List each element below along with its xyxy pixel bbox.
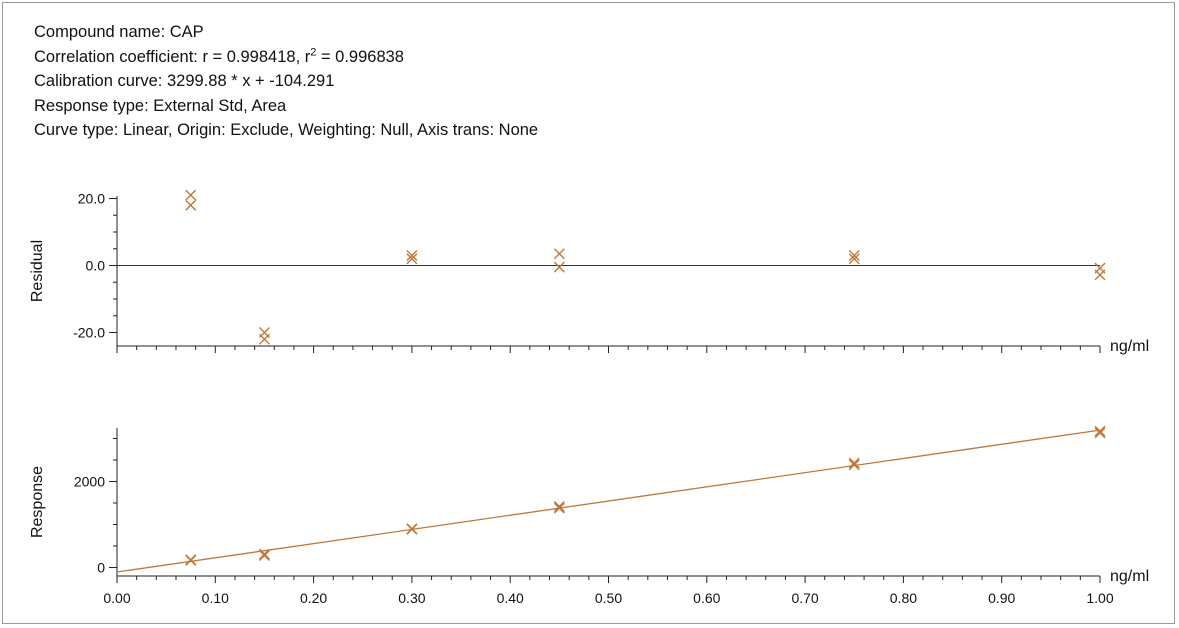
data-point: [553, 500, 565, 512]
marker-stroke: [553, 502, 565, 514]
marker-stroke: [848, 459, 860, 471]
x-tick-label: 1.00: [1086, 590, 1113, 606]
marker-stroke: [406, 249, 418, 261]
marker-stroke: [406, 253, 418, 265]
data-point: [848, 459, 860, 471]
y-tick-label: 0: [97, 560, 105, 576]
marker-stroke: [553, 248, 565, 260]
data-point: [1094, 427, 1106, 439]
marker-stroke: [848, 249, 860, 261]
calibration-curve: Calibration curve: 3299.88 * x + -104.29…: [34, 72, 335, 90]
data-point: [406, 253, 418, 265]
response-type: Response type: External Std, Area: [34, 96, 287, 115]
data-point: [1094, 425, 1106, 437]
y-tick-label: 20.0: [78, 191, 105, 207]
data-point: [185, 199, 197, 211]
data-point: [553, 248, 565, 260]
marker-stroke: [553, 500, 565, 512]
data-point: [258, 333, 270, 345]
curve-type: Curve type: Linear, Origin: Exclude, Wei…: [34, 121, 539, 139]
data-point: [406, 249, 418, 261]
calibration-info: Compound name: CAP Correlation coefficie…: [34, 20, 538, 143]
data-point: [848, 253, 860, 265]
marker-stroke: [1094, 269, 1106, 281]
data-point: [406, 523, 418, 535]
x-tick-label: 0.60: [693, 590, 720, 606]
correlation-suffix: = 0.996838: [316, 47, 404, 66]
marker-stroke: [848, 457, 860, 469]
y-tick-label: 2000: [74, 474, 105, 490]
calibration-fit-line: [116, 429, 1101, 573]
marker-stroke: [258, 549, 270, 561]
y-axis-title: Response: [29, 466, 46, 538]
x-tick-label: 0.90: [988, 590, 1015, 606]
marker-stroke: [406, 523, 418, 535]
marker-stroke: [258, 333, 270, 345]
x-axis-unit: ng/ml: [1110, 338, 1149, 355]
x-tick-label: 0.50: [595, 590, 622, 606]
data-point: [185, 554, 197, 566]
y-axis-title: Residual: [29, 240, 46, 302]
correlation-superscript: 2: [310, 46, 317, 58]
data-point: [258, 548, 270, 560]
correlation-coefficient: Correlation coefficient: r = 0.998418, r…: [34, 45, 538, 70]
x-tick-label: 0.00: [103, 590, 130, 606]
marker-stroke: [185, 189, 197, 201]
x-tick-label: 0.10: [202, 590, 229, 606]
correlation-prefix: Correlation coefficient: r = 0.998418, r: [34, 47, 311, 66]
marker-stroke: [258, 548, 270, 560]
data-point: [848, 457, 860, 469]
data-point: [848, 249, 860, 261]
data-point: [1094, 269, 1106, 281]
x-axis-unit: ng/ml: [1110, 568, 1149, 585]
residual-plot: 20.0 0.0 -20.0 Residual ng/ml: [29, 189, 1149, 355]
compound-name: Compound name: CAP: [34, 23, 204, 41]
y-tick-label: 0.0: [86, 258, 106, 274]
data-point: [185, 189, 197, 201]
marker-stroke: [1094, 425, 1106, 437]
marker-stroke: [185, 554, 197, 566]
data-point: [553, 502, 565, 514]
x-tick-label: 0.70: [791, 590, 818, 606]
marker-stroke: [185, 199, 197, 211]
marker-stroke: [553, 261, 565, 273]
x-tick-label: 0.30: [398, 590, 425, 606]
data-point: [258, 549, 270, 561]
data-point: [553, 261, 565, 273]
x-tick-label: 0.80: [890, 590, 917, 606]
x-tick-label: 0.40: [497, 590, 524, 606]
marker-stroke: [1094, 427, 1106, 439]
y-tick-label: -20.0: [73, 325, 105, 341]
marker-stroke: [848, 253, 860, 265]
x-tick-label: 0.20: [300, 590, 327, 606]
response-plot: 2000 0 Response ng/ml 0.00 0.10 0.20 0.30 0.40 0.…: [29, 425, 1149, 606]
